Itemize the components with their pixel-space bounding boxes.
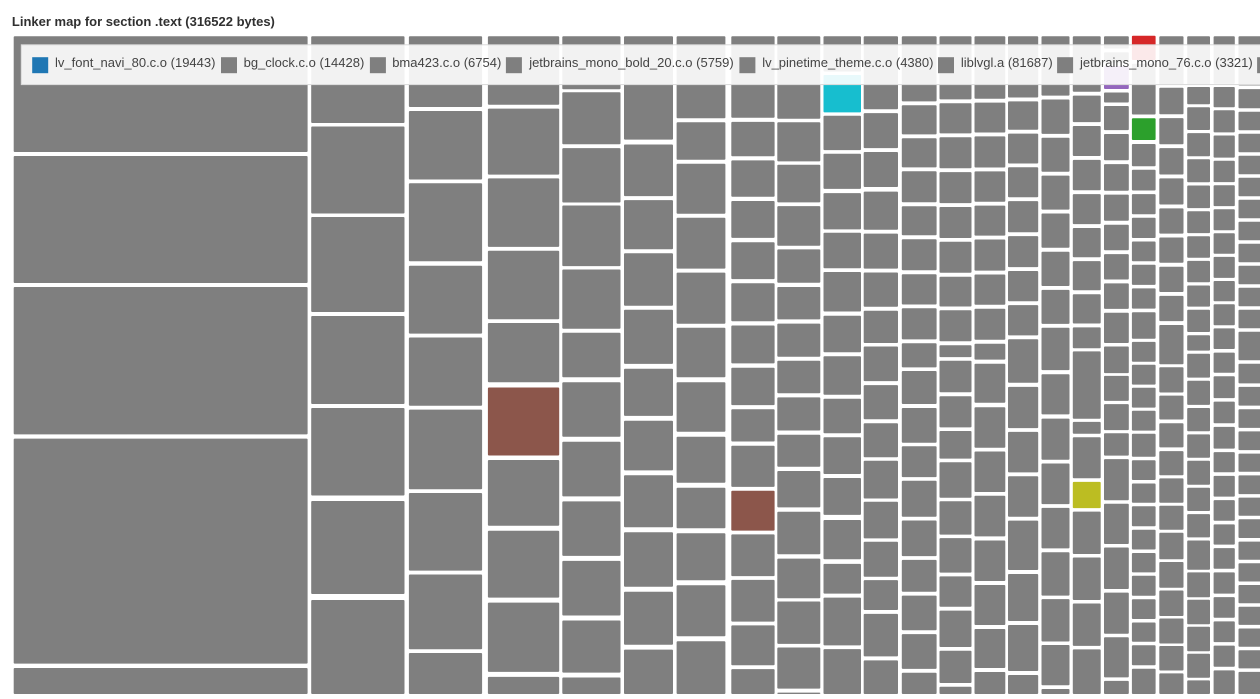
svg-text:lv_pinetime_theme.c.o (4380): lv_pinetime_theme.c.o (4380) [762, 55, 933, 70]
svg-text:bg_clock.c.o (14428): bg_clock.c.o (14428) [244, 55, 365, 70]
svg-text:bma423.c.o (6754): bma423.c.o (6754) [392, 55, 501, 70]
svg-text:liblvgl.a (81687): liblvgl.a (81687) [961, 55, 1053, 70]
svg-text:lv_font_navi_80.c.o (19443): lv_font_navi_80.c.o (19443) [55, 55, 215, 70]
svg-text:jetbrains_mono_bold_20.c.o (57: jetbrains_mono_bold_20.c.o (5759) [528, 55, 734, 70]
svg-text:Linker map for section .text (: Linker map for section .text (316522 byt… [12, 14, 275, 29]
svg-text:jetbrains_mono_76.c.o (3321): jetbrains_mono_76.c.o (3321) [1079, 55, 1253, 70]
